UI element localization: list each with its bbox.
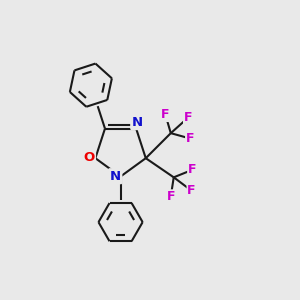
Text: N: N	[110, 170, 121, 183]
Text: F: F	[167, 190, 175, 203]
Text: F: F	[188, 164, 196, 176]
Text: F: F	[184, 111, 192, 124]
Text: F: F	[186, 132, 194, 145]
Text: F: F	[187, 184, 196, 197]
Text: N: N	[132, 116, 143, 129]
Text: F: F	[161, 108, 170, 122]
Text: O: O	[83, 151, 94, 164]
